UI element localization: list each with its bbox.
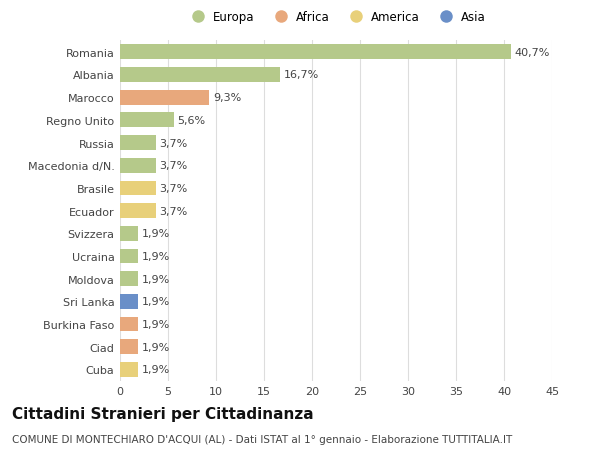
Text: 3,7%: 3,7% xyxy=(160,138,188,148)
Text: COMUNE DI MONTECHIARO D'ACQUI (AL) - Dati ISTAT al 1° gennaio - Elaborazione TUT: COMUNE DI MONTECHIARO D'ACQUI (AL) - Dat… xyxy=(12,434,512,444)
Bar xyxy=(120,340,138,354)
Bar xyxy=(120,181,155,196)
Text: 1,9%: 1,9% xyxy=(142,342,170,352)
Text: 1,9%: 1,9% xyxy=(142,274,170,284)
Bar xyxy=(120,226,138,241)
Text: 1,9%: 1,9% xyxy=(142,252,170,262)
Bar xyxy=(120,136,155,151)
Text: 3,7%: 3,7% xyxy=(160,161,188,171)
Bar xyxy=(120,204,155,218)
Bar xyxy=(120,249,138,264)
Bar xyxy=(120,90,209,105)
Text: 1,9%: 1,9% xyxy=(142,229,170,239)
Bar xyxy=(120,294,138,309)
Text: 16,7%: 16,7% xyxy=(284,70,319,80)
Text: 9,3%: 9,3% xyxy=(213,93,241,103)
Bar xyxy=(120,113,174,128)
Text: 3,7%: 3,7% xyxy=(160,184,188,194)
Bar xyxy=(120,68,280,83)
Text: 5,6%: 5,6% xyxy=(178,116,206,126)
Bar xyxy=(120,158,155,173)
Text: 1,9%: 1,9% xyxy=(142,297,170,307)
Legend: Europa, Africa, America, Asia: Europa, Africa, America, Asia xyxy=(181,6,491,28)
Text: Cittadini Stranieri per Cittadinanza: Cittadini Stranieri per Cittadinanza xyxy=(12,406,314,421)
Bar xyxy=(120,362,138,377)
Text: 40,7%: 40,7% xyxy=(515,48,550,58)
Bar xyxy=(120,272,138,286)
Text: 1,9%: 1,9% xyxy=(142,364,170,375)
Text: 1,9%: 1,9% xyxy=(142,319,170,330)
Bar xyxy=(120,45,511,60)
Text: 3,7%: 3,7% xyxy=(160,206,188,216)
Bar xyxy=(120,317,138,332)
